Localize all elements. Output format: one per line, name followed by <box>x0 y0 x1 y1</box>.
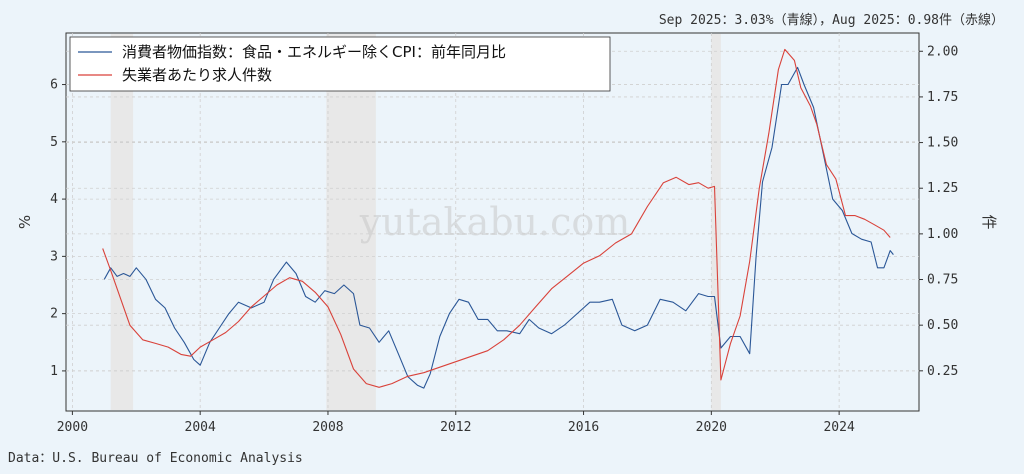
tick-label-yl-6: 6 <box>50 78 58 93</box>
tick-label-yr-0.50: 0.50 <box>927 318 958 333</box>
axes: 2000 2004 2008 2012 2016 2020 2024 1 2 3 4 5 6 0.25 0.… <box>50 44 958 435</box>
y-left-axis-label: % <box>16 215 34 229</box>
tick-label-yr-1.75: 1.75 <box>927 90 958 105</box>
tick-label-yr-1.50: 1.50 <box>927 136 958 151</box>
tick-label-x-2024: 2024 <box>823 420 854 435</box>
tick-label-yl-5: 5 <box>50 135 58 150</box>
tick-label-yl-2: 2 <box>50 307 58 322</box>
tick-label-yr-0.25: 0.25 <box>927 364 958 379</box>
series-line-cpi <box>103 66 894 389</box>
tick-label-x-2016: 2016 <box>568 420 599 435</box>
legend-label-jobs: 失業者あたり求人件数 <box>122 66 272 84</box>
tick-label-yr-1.25: 1.25 <box>927 181 958 196</box>
recession-band-0 <box>110 34 134 410</box>
tick-label-x-2008: 2008 <box>312 420 343 435</box>
watermark: yutakabu.com <box>359 200 631 244</box>
tick-label-x-2012: 2012 <box>440 420 471 435</box>
tick-label-x-2020: 2020 <box>696 420 727 435</box>
series-line-jobs <box>102 48 891 388</box>
tick-label-yl-3: 3 <box>50 249 58 264</box>
tick-label-yl-1: 1 <box>50 364 58 379</box>
tick-label-yr-1.00: 1.00 <box>927 227 958 242</box>
source-note: Data：U.S. Bureau of Economic Analysis <box>8 451 303 466</box>
legend: 消費者物価指数：食品・エネルギー除くCPI：前年同月比 失業者あたり求人件数 <box>69 36 611 92</box>
y-right-axis-label: 件 <box>980 214 998 229</box>
tick-label-x-2000: 2000 <box>57 420 88 435</box>
legend-box <box>69 36 611 92</box>
tick-label-yr-2.00: 2.00 <box>927 44 958 59</box>
tick-label-x-2004: 2004 <box>185 420 216 435</box>
legend-label-cpi: 消費者物価指数：食品・エネルギー除くCPI：前年同月比 <box>122 43 506 61</box>
tick-label-yr-0.75: 0.75 <box>927 273 958 288</box>
top-note: Sep 2025：3.03%（青線），Aug 2025：0.98件（赤線） <box>659 12 1004 28</box>
series-lines <box>102 48 894 389</box>
tick-label-yl-4: 4 <box>50 192 58 207</box>
